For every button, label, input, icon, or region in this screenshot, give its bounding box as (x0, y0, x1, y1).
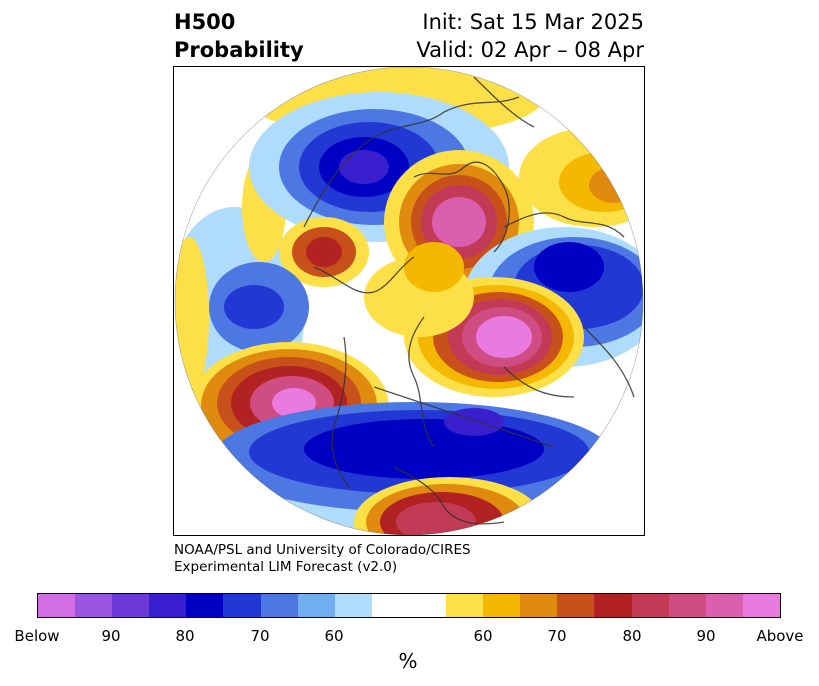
credit-line-1: NOAA/PSL and University of Colorado/CIRE… (174, 542, 471, 558)
colorbar-segment (149, 594, 187, 617)
colorbar-segment (260, 594, 298, 617)
map-title: H500 Probability (174, 8, 304, 64)
colorbar-segment (408, 594, 447, 617)
colorbar-label-above-90: 90 (696, 627, 716, 645)
colorbar-segment (112, 594, 150, 617)
colorbar-segment (446, 594, 484, 617)
colorbar (37, 593, 781, 618)
forecast-dates: Init: Sat 15 Mar 2025 Valid: 02 Apr – 08… (416, 8, 644, 64)
colorbar-segment (75, 594, 113, 617)
colorbar-segment (520, 594, 558, 617)
title-line-2: Probability (174, 38, 304, 62)
colorbar-label-below-80: 80 (175, 627, 195, 645)
colorbar-label-above-70: 70 (547, 627, 567, 645)
credit-text: NOAA/PSL and University of Colorado/CIRE… (174, 542, 471, 576)
colorbar-segment (631, 594, 669, 617)
colorbar-segment (594, 594, 632, 617)
colorbar-segment (483, 594, 521, 617)
colorbar-label-below: Below (14, 627, 60, 645)
init-date: Init: Sat 15 Mar 2025 (422, 10, 644, 34)
colorbar-segment (742, 594, 780, 617)
colorbar-segment (668, 594, 706, 617)
colorbar-segment (38, 594, 76, 617)
colorbar-segment (186, 594, 224, 617)
colorbar-label-above-80: 80 (622, 627, 642, 645)
valid-range: Valid: 02 Apr – 08 Apr (416, 38, 644, 62)
colorbar-label-below-60: 60 (324, 627, 344, 645)
credit-line-2: Experimental LIM Forecast (v2.0) (174, 559, 398, 575)
colorbar-label-above: Above (756, 627, 804, 645)
colorbar-segment (557, 594, 595, 617)
probability-map (173, 66, 645, 536)
probability-field (175, 67, 643, 535)
colorbar-segment (223, 594, 261, 617)
colorbar-label-below-70: 70 (250, 627, 270, 645)
colorbar-unit: % (398, 649, 418, 673)
colorbar-label-below-90: 90 (101, 627, 121, 645)
colorbar-segment (705, 594, 743, 617)
high-south (354, 477, 544, 535)
colorbar-segment (334, 594, 372, 617)
title-line-1: H500 (174, 10, 236, 34)
colorbar-segment (371, 594, 409, 617)
colorbar-segment (297, 594, 335, 617)
colorbar-label-above-60: 60 (473, 627, 493, 645)
